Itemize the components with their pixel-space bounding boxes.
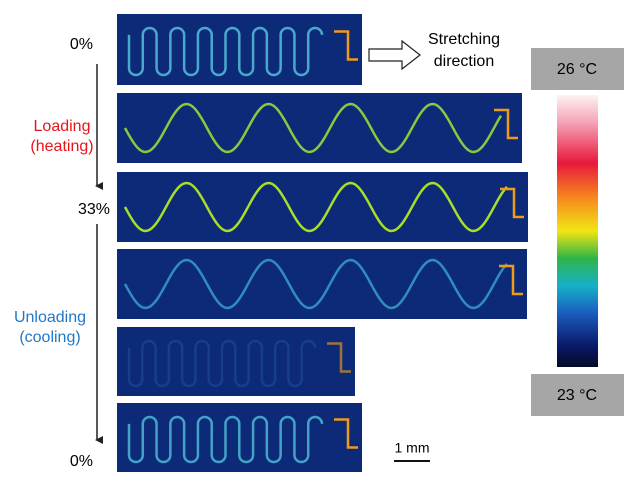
serpentine-trace [127,339,317,388]
scale-bar-label: 1 mm [395,440,430,456]
serpentine-trace [127,26,324,77]
serpentine-trace [127,415,324,464]
thermal-image [117,249,527,319]
colorbar [557,95,598,367]
serpentine-trace [123,258,508,310]
strain-label: 0% [70,453,93,470]
serpentine-trace [123,181,508,233]
contact-trace [334,418,358,449]
contact-trace [494,108,518,140]
colorbar-max-box [531,48,624,90]
direction-label: direction [434,53,494,70]
direction-label: Stretching [428,31,500,48]
direction-arrow [368,39,421,71]
thermal-image [117,172,528,242]
strain-label: 33% [78,201,110,218]
thermal-image [117,327,355,396]
phase-label: Unloading [14,309,86,326]
strain-label: 0% [70,36,93,53]
contact-trace [500,187,524,219]
thermal-images [117,14,528,472]
phase-label: (cooling) [19,329,80,346]
phase-label: Loading [34,118,91,135]
colorbar-min-box [531,374,624,416]
serpentine-trace [123,102,503,154]
colorbar-max: 26 °C [557,61,597,78]
contact-trace [334,30,358,61]
thermal-image [117,93,522,163]
contact-trace [499,264,523,296]
colorbar-min: 23 °C [557,387,597,404]
phase-label: (heating) [30,138,93,155]
contact-trace [327,342,351,373]
